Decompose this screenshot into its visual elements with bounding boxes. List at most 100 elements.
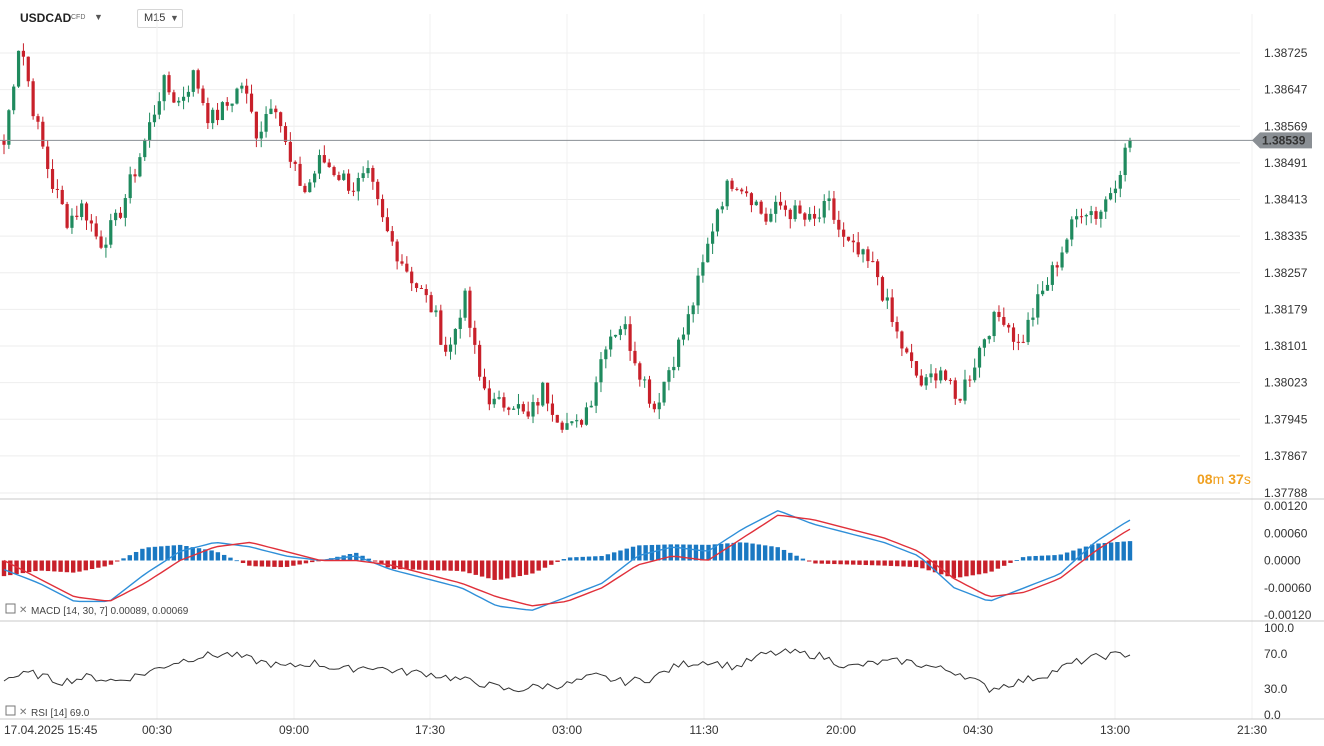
candle-body bbox=[177, 100, 181, 103]
timeframe-dropdown-icon[interactable]: ▼ bbox=[170, 13, 179, 23]
price-axis[interactable]: 1.38725 1.38647 1.38569 1.38491 1.38413 1.383… bbox=[1264, 46, 1308, 500]
macd-tick-label: 0.0000 bbox=[1264, 554, 1301, 568]
candle-body bbox=[764, 213, 768, 222]
candle-body bbox=[274, 108, 278, 113]
macd-histogram-bar bbox=[1027, 556, 1032, 561]
macd-histogram-bar bbox=[1102, 543, 1108, 561]
candle-body bbox=[808, 213, 812, 220]
macd-histogram-bar bbox=[700, 544, 705, 561]
price-tick-label: 1.37788 bbox=[1264, 486, 1308, 500]
macd-histogram-bar bbox=[140, 548, 145, 561]
timeframe-select[interactable]: M15 ▼ bbox=[137, 9, 183, 28]
macd-histogram bbox=[1, 541, 1133, 580]
candle-body bbox=[778, 201, 783, 206]
candle-body bbox=[1089, 211, 1093, 216]
candle-body bbox=[264, 114, 268, 132]
macd-indicator-label[interactable]: ✕ MACD [14, 30, 7] 0.00089, 0.00069 bbox=[5, 603, 189, 617]
macd-histogram-bar bbox=[366, 558, 372, 561]
indicator-close-icon[interactable]: ✕ bbox=[19, 605, 27, 616]
candle-body bbox=[1007, 324, 1011, 328]
candle-body bbox=[487, 388, 491, 405]
price-tag-value: 1.38539 bbox=[1262, 133, 1306, 147]
macd-histogram-bar bbox=[806, 560, 812, 562]
candle-body bbox=[919, 375, 923, 386]
price-tag-background bbox=[1252, 132, 1312, 149]
candle-body bbox=[837, 219, 841, 230]
macd-histogram-bar bbox=[523, 560, 529, 575]
candle-body bbox=[958, 398, 962, 401]
candle-body bbox=[541, 382, 545, 406]
candle-body bbox=[497, 397, 501, 399]
macd-histogram-bar bbox=[108, 560, 114, 565]
macd-histogram-bar bbox=[643, 545, 648, 561]
indicator-settings-icon[interactable] bbox=[5, 705, 16, 716]
price-tick-label: 1.38179 bbox=[1264, 302, 1308, 316]
candle-body bbox=[681, 334, 686, 340]
time-tick-label: 13:00 bbox=[1100, 723, 1130, 737]
macd-histogram-bar bbox=[8, 560, 13, 576]
rsi-tick-label: 0.0 bbox=[1264, 708, 1281, 722]
candle-body bbox=[114, 212, 118, 221]
candle-body bbox=[579, 420, 584, 425]
candle-body bbox=[50, 169, 55, 189]
candle-body bbox=[720, 206, 724, 210]
candle-body bbox=[346, 173, 351, 191]
candle-body bbox=[599, 359, 603, 383]
time-axis[interactable]: 17.04.2025 15:45 00:30 09:00 17:30 03:00 11:3… bbox=[4, 723, 1267, 737]
candle-body bbox=[1055, 265, 1059, 268]
candle-body bbox=[414, 283, 419, 288]
indicator-close-icon[interactable]: ✕ bbox=[19, 707, 27, 718]
candle-body bbox=[613, 334, 618, 337]
indicator-settings-icon[interactable] bbox=[5, 603, 16, 614]
candle-body bbox=[618, 329, 622, 335]
candle-body bbox=[245, 85, 249, 94]
macd-histogram-bar bbox=[1033, 555, 1038, 561]
macd-histogram-bar bbox=[687, 544, 692, 561]
macd-histogram-bar bbox=[133, 551, 139, 561]
timeframe-value: M15 bbox=[144, 12, 166, 24]
macd-histogram-bar bbox=[1096, 543, 1101, 561]
price-tick-label: 1.38023 bbox=[1264, 376, 1308, 390]
candle-body bbox=[744, 191, 749, 194]
macd-histogram-bar bbox=[517, 560, 523, 577]
candle-body bbox=[1045, 284, 1050, 291]
candle-body bbox=[89, 220, 93, 224]
macd-histogram-bar bbox=[404, 560, 409, 570]
candle-body bbox=[162, 75, 166, 102]
candle-body bbox=[623, 324, 627, 330]
candle-body bbox=[565, 423, 569, 430]
macd-histogram-bar bbox=[637, 545, 642, 561]
candle-body bbox=[861, 249, 865, 255]
candle-body bbox=[332, 167, 336, 176]
candle-body bbox=[895, 322, 899, 332]
macd-histogram-bar bbox=[1020, 557, 1026, 561]
macd-histogram-bar bbox=[45, 560, 51, 572]
candle-body bbox=[434, 310, 438, 313]
macd-histogram-bar bbox=[819, 560, 824, 564]
candle-body bbox=[793, 205, 797, 220]
candle-body bbox=[303, 185, 307, 193]
candle-body bbox=[172, 92, 176, 103]
candle-body bbox=[351, 190, 356, 192]
macd-histogram-bar bbox=[165, 545, 170, 561]
candle-body bbox=[1021, 341, 1025, 343]
candle-body bbox=[269, 108, 273, 115]
candle-body bbox=[977, 347, 982, 368]
candle-body bbox=[1079, 216, 1084, 218]
macd-histogram-bar bbox=[454, 560, 460, 571]
candle-body bbox=[196, 70, 200, 89]
symbol-name[interactable]: USDCAD bbox=[20, 11, 72, 25]
rsi-indicator-label[interactable]: ✕ RSI [14] 69.0 bbox=[5, 705, 90, 719]
candle-body bbox=[249, 93, 254, 112]
candle-body bbox=[390, 231, 394, 242]
candle-body bbox=[982, 339, 986, 348]
macd-histogram-bar bbox=[693, 544, 699, 561]
candle-body bbox=[575, 420, 579, 422]
countdown-s-unit: s bbox=[1244, 471, 1251, 487]
macd-histogram-bar bbox=[1071, 550, 1076, 561]
macd-histogram-bar bbox=[96, 560, 101, 568]
time-tick-label: 04:30 bbox=[963, 723, 993, 737]
macd-histogram-bar bbox=[410, 560, 416, 570]
symbol-dropdown-icon[interactable]: ▼ bbox=[94, 12, 103, 22]
